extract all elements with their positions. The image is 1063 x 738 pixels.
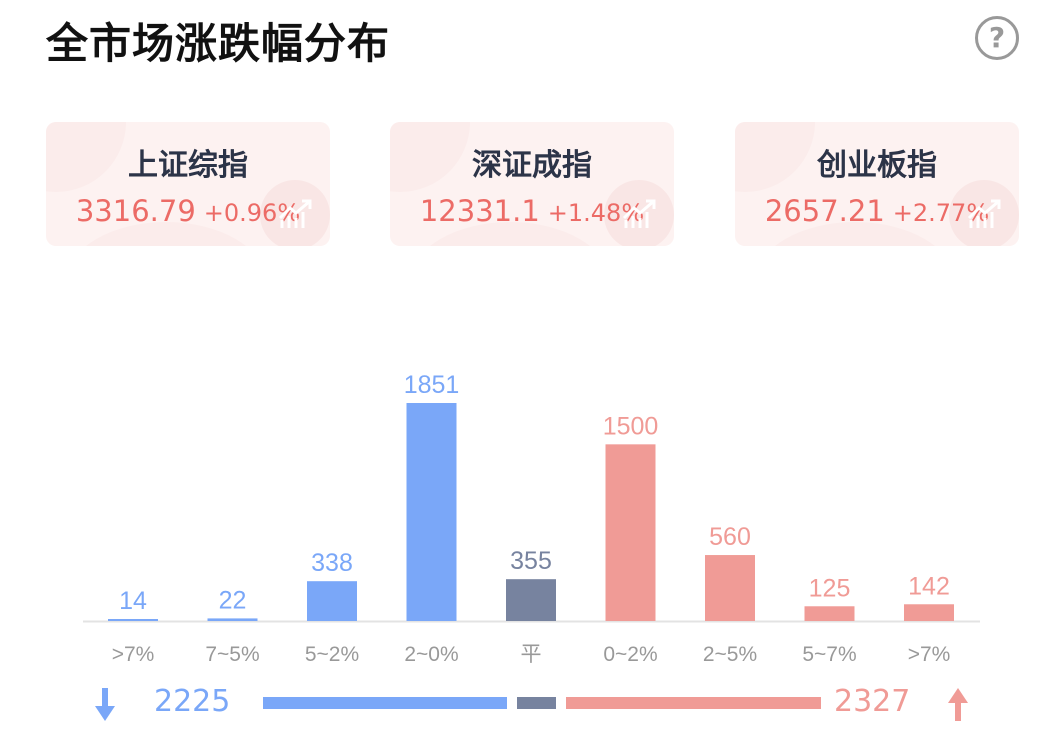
data-label: 355	[510, 547, 552, 575]
trend-up-icon	[622, 199, 656, 228]
index-name: 深证成指	[472, 148, 592, 183]
index-card[interactable]: 创业板指 2657.21 +2.77%	[735, 122, 1019, 246]
index-name: 创业板指	[817, 148, 937, 183]
index-value: 3316.79	[75, 194, 196, 228]
data-label: 22	[219, 586, 247, 614]
bar	[804, 606, 855, 621]
bar	[506, 579, 556, 621]
bar	[406, 403, 457, 621]
data-label: 338	[311, 549, 353, 577]
tick-label: 0~2%	[603, 643, 657, 666]
index-value: 12331.1	[419, 194, 540, 228]
index-card[interactable]: 上证综指 3316.79 +0.96%	[46, 122, 330, 246]
data-label: 125	[809, 574, 851, 602]
bar	[307, 581, 357, 621]
trend-up-icon	[967, 199, 1001, 228]
data-label: 14	[119, 587, 147, 615]
tick-label: 2~0%	[404, 643, 458, 666]
up-ratio-bar	[565, 697, 821, 709]
bar	[705, 555, 755, 621]
data-label: 1500	[603, 412, 659, 440]
tick-label: 5~2%	[305, 643, 359, 666]
bar	[207, 618, 258, 621]
bar	[904, 604, 954, 621]
data-label: 1851	[404, 371, 460, 399]
down-arrow-icon	[94, 688, 116, 726]
up-count: 2327	[834, 684, 911, 719]
question-circle-icon[interactable]: ?	[975, 16, 1019, 60]
tick-label: >7%	[908, 643, 951, 666]
tick-label: 5~7%	[802, 643, 856, 666]
data-label: 142	[908, 572, 950, 600]
up-arrow-icon	[947, 688, 969, 726]
tick-label: 7~5%	[205, 643, 259, 666]
bar	[108, 619, 158, 621]
tick-label: 平	[521, 643, 542, 666]
down-ratio-bar	[263, 697, 507, 709]
index-name: 上证综指	[128, 148, 248, 183]
flat-ratio-bar	[516, 697, 556, 709]
page-title: 全市场涨跌幅分布	[46, 19, 391, 68]
index-value: 2657.21	[764, 194, 885, 228]
bar	[605, 444, 656, 621]
trend-up-icon	[278, 199, 312, 228]
data-label: 560	[709, 523, 751, 551]
index-card[interactable]: 深证成指 12331.1 +1.48%	[390, 122, 674, 246]
down-count: 2225	[154, 684, 231, 719]
tick-label: 2~5%	[703, 643, 757, 666]
tick-label: >7%	[112, 643, 155, 666]
